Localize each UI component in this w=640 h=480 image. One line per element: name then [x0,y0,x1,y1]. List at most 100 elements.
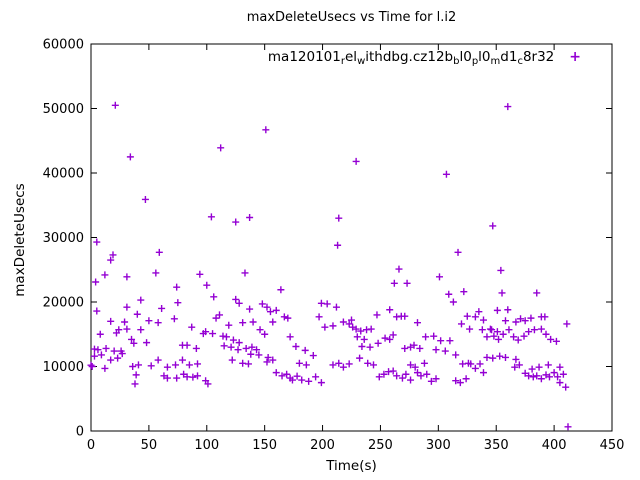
data-point [97,351,105,359]
data-point [256,326,264,334]
data-point [441,347,449,355]
data-point [475,308,483,316]
data-point [207,213,215,221]
data-point [234,346,242,354]
y-tick-label: 50000 [43,102,84,117]
data-point [504,306,512,314]
data-point [263,358,271,366]
data-point [413,319,421,327]
data-point [360,335,368,343]
data-point [407,376,415,384]
data-point [358,343,366,351]
data-point [128,335,136,343]
data-point [375,373,383,381]
data-point [92,278,100,286]
data-point [479,369,487,377]
data-point [493,306,501,314]
data-point [416,344,424,352]
data-point [269,318,277,326]
data-point [258,300,266,308]
data-point [511,363,519,371]
data-point [196,270,204,278]
data-point [87,361,95,369]
data-point [203,281,211,289]
data-point [210,293,218,301]
data-point [228,356,236,364]
data-point [432,375,440,383]
data-point [564,423,572,431]
data-point [192,344,200,352]
x-tick-label: 450 [600,438,625,453]
data-point [101,271,109,279]
data-point [241,269,249,277]
data-point [563,320,571,328]
data-point [467,360,475,368]
data-point [366,343,374,351]
data-point [101,364,109,372]
x-tick-label: 150 [252,438,277,453]
data-point [353,333,361,341]
data-point [170,315,178,323]
data-point [535,363,543,371]
data-point [235,299,243,307]
data-point [435,273,443,281]
data-point [544,361,552,369]
data-point [556,379,564,387]
y-tick-label: 10000 [43,360,84,375]
data-point [323,300,331,308]
legend-text: ma120101 [267,49,341,65]
data-point [163,374,171,382]
data-point [386,335,394,343]
data-point [147,362,155,370]
data-point [364,359,372,367]
data-point [483,333,491,341]
data-point [542,330,550,338]
data-point [496,352,504,360]
y-tick-label: 40000 [43,167,84,182]
data-point [317,379,325,387]
data-point [102,344,110,352]
legend-text: el [345,49,358,65]
data-point [495,335,503,343]
data-point [115,326,123,334]
data-point [417,372,425,380]
data-point [298,376,306,384]
data-point [93,238,101,246]
data-point [547,335,555,343]
data-point [249,318,257,326]
data-point [158,304,166,312]
data-point [121,318,129,326]
data-point [345,360,353,368]
data-point [512,355,520,363]
data-point [312,373,320,381]
data-point [432,346,440,354]
data-point [178,356,186,364]
data-point [321,323,329,331]
data-point [123,325,131,333]
data-point [533,289,541,297]
x-tick-label: 50 [141,438,158,453]
data-point [537,375,545,383]
data-point [533,372,541,380]
y-tick-label: 30000 [43,231,84,246]
data-point [478,326,486,334]
data-point [367,325,375,333]
legend-subscript: b [453,56,460,67]
data-point [386,306,394,314]
data-point [562,383,570,391]
data-point [374,339,382,347]
data-point [216,311,224,319]
data-point [110,347,118,355]
data-point [266,308,274,316]
data-point [114,354,122,362]
data-point [479,316,487,324]
data-point [332,303,340,311]
data-point [407,361,415,369]
x-tick-label: 200 [310,438,335,453]
data-point [247,350,255,358]
data-point [277,286,285,294]
legend-subscript: m [490,56,501,67]
data-point [454,248,462,256]
data-point [329,322,337,330]
